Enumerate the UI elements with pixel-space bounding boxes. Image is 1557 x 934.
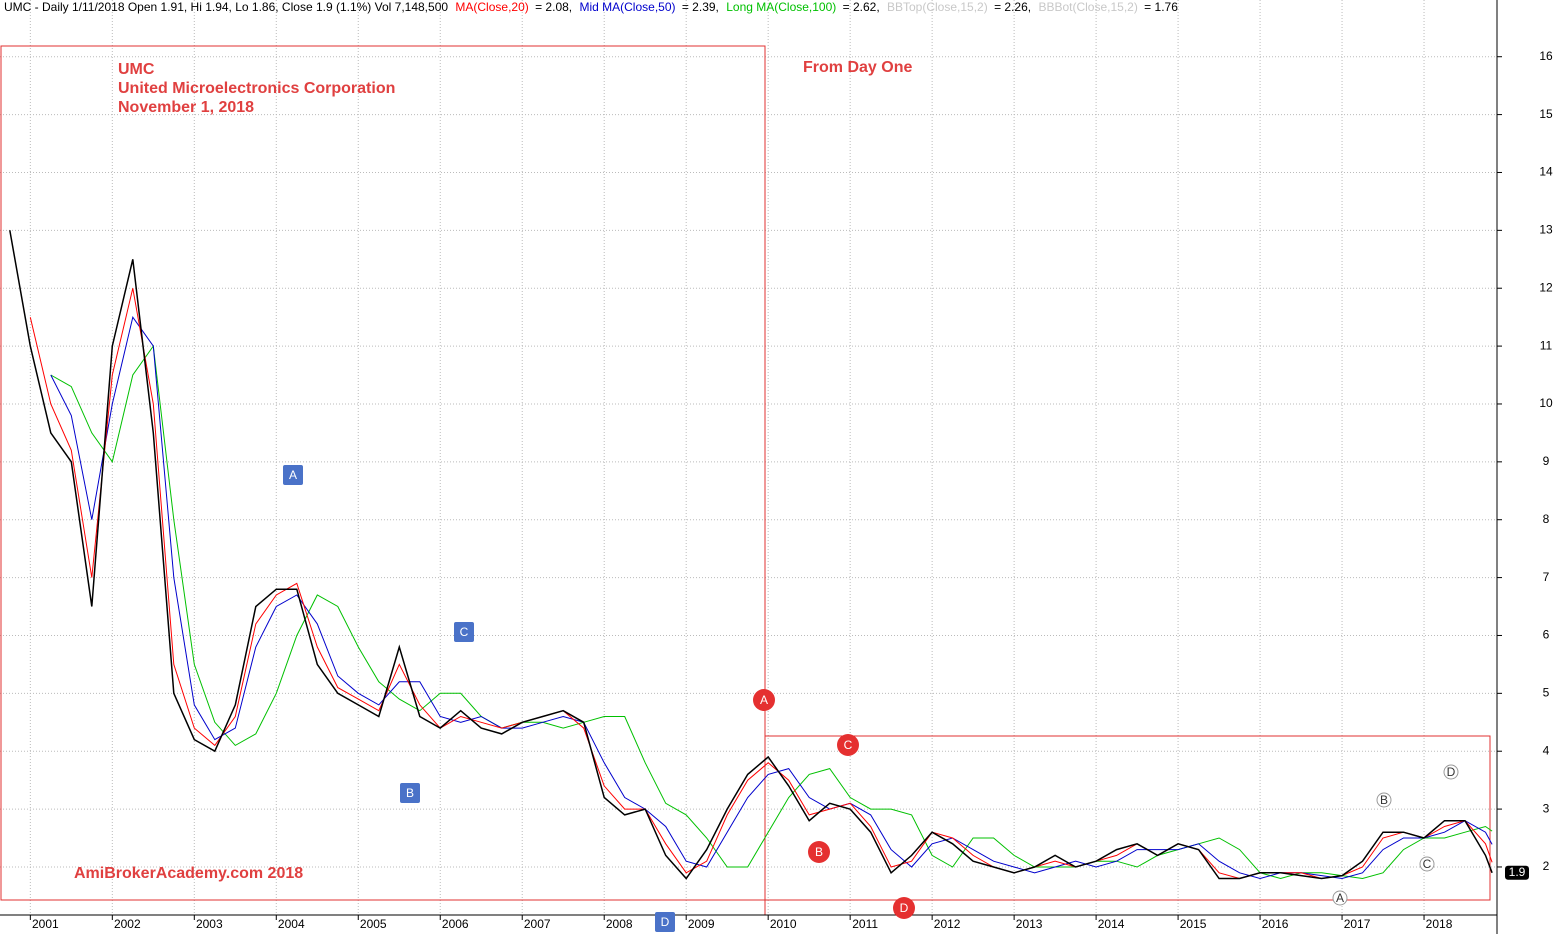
y-tick-label: 7 xyxy=(1543,570,1550,584)
wave-badge xyxy=(283,465,303,485)
x-tick-label: 2011 xyxy=(852,917,878,931)
watermark: AmiBrokerAcademy.com 2018 xyxy=(74,865,303,882)
ma-line xyxy=(50,344,1493,880)
y-tick-label: 5 xyxy=(1543,686,1550,700)
x-tick-label: 2018 xyxy=(1426,917,1453,931)
x-tick-label: 2003 xyxy=(196,917,223,931)
x-tick-label: 2014 xyxy=(1098,917,1125,931)
y-tick-label: 15 xyxy=(1539,107,1553,121)
wave-label: C xyxy=(1423,857,1432,871)
header-quote: UMC - Daily 1/11/2018 Open 1.91, Hi 1.94… xyxy=(4,0,448,14)
indicator-value: = 2.26, xyxy=(994,0,1031,14)
x-tick-label: 2006 xyxy=(442,917,469,931)
wave-badge xyxy=(753,689,775,711)
wave-badge xyxy=(893,897,915,919)
indicator-value: = 1.76 xyxy=(1144,0,1178,14)
price-line xyxy=(9,230,1493,880)
y-tick-label: 13 xyxy=(1539,223,1553,237)
x-tick-label: 2005 xyxy=(360,917,387,931)
y-tick-label: 10 xyxy=(1539,396,1553,410)
x-tick-label: 2008 xyxy=(606,917,633,931)
wave-badge xyxy=(1443,764,1459,780)
x-tick-label: 2009 xyxy=(688,917,715,931)
wave-label: A xyxy=(1336,891,1344,905)
legend-value: = 2.62, xyxy=(843,0,880,14)
indicator-name: BBTop(Close,15,2) xyxy=(887,0,988,14)
price-marker xyxy=(1505,865,1529,880)
wave-badge xyxy=(1376,792,1392,808)
wave-badge xyxy=(808,841,830,863)
x-tick-label: 2010 xyxy=(770,917,797,931)
x-tick-label: 2015 xyxy=(1180,917,1207,931)
legend-entry: Long MA(Close,100) xyxy=(726,0,836,14)
wave-label: C xyxy=(460,625,469,639)
legend-entry: Mid MA(Close,50) xyxy=(579,0,675,14)
price-marker-label: 1.9 xyxy=(1509,865,1526,879)
y-tick-label: 9 xyxy=(1543,454,1550,468)
wave-badge xyxy=(837,734,859,756)
grid xyxy=(0,0,1497,915)
legend-value: = 2.08, xyxy=(535,0,572,14)
x-tick-label: 2013 xyxy=(1016,917,1043,931)
y-tick-label: 11 xyxy=(1540,338,1553,352)
y-tick-label: 14 xyxy=(1539,165,1553,179)
y-tick-label: 2 xyxy=(1543,859,1550,873)
wave-label: D xyxy=(900,901,909,915)
x-tick-label: 2012 xyxy=(934,917,961,931)
x-tick-label: 2007 xyxy=(524,917,551,931)
x-tick-label: 2016 xyxy=(1262,917,1289,931)
wave-badge xyxy=(655,912,675,932)
x-tick-label: 2017 xyxy=(1344,917,1371,931)
wave-label: B xyxy=(406,786,414,800)
wave-label: C xyxy=(844,738,853,752)
x-tick-label: 2001 xyxy=(32,917,59,931)
wave-badge xyxy=(400,783,420,803)
wave-label: D xyxy=(1447,765,1456,779)
y-tick-label: 3 xyxy=(1543,801,1550,815)
wave-label: A xyxy=(289,468,297,482)
wave-label: D xyxy=(661,915,670,929)
y-tick-label: 8 xyxy=(1543,512,1550,526)
title: UMC xyxy=(118,61,155,78)
wave-badge xyxy=(1419,856,1435,872)
title: United Microelectronics Corporation xyxy=(118,80,395,97)
x-tick-label: 2004 xyxy=(278,917,305,931)
subtitle: From Day One xyxy=(803,59,912,76)
wave-badge xyxy=(1332,890,1348,906)
wave-label: A xyxy=(760,693,768,707)
header: UMC - Daily 1/11/2018 Open 1.91, Hi 1.94… xyxy=(4,0,1178,14)
wave-badge xyxy=(454,622,474,642)
y-tick-label: 4 xyxy=(1543,743,1550,757)
title: November 1, 2018 xyxy=(118,99,254,116)
indicator-name: BBBot(Close,15,2) xyxy=(1038,0,1137,14)
y-tick-label: 16 xyxy=(1539,49,1553,63)
wave-label: B xyxy=(1380,793,1388,807)
legend-entry: MA(Close,20) xyxy=(455,0,528,14)
y-tick-label: 12 xyxy=(1539,280,1553,294)
y-tick-label: 6 xyxy=(1543,628,1550,642)
x-tick-label: 2002 xyxy=(114,917,141,931)
legend-value: = 2.39, xyxy=(682,0,719,14)
wave-label: B xyxy=(815,845,823,859)
